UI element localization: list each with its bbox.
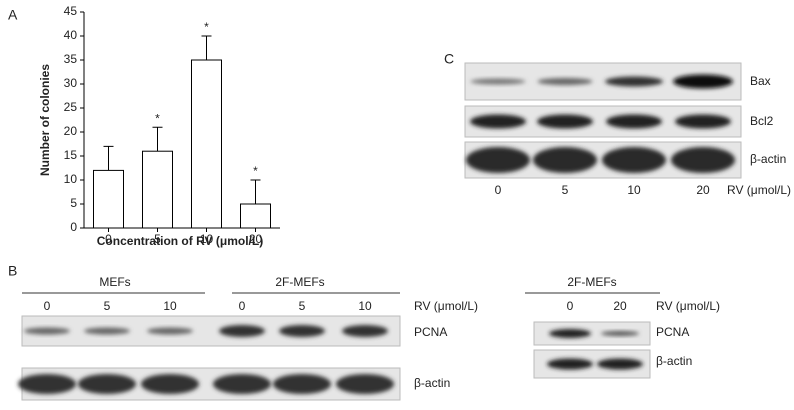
blot-band (279, 325, 325, 337)
treatment-label: RV (μmol/L) (727, 183, 791, 197)
lane-label: 20 (696, 183, 710, 197)
lane-label: 5 (104, 299, 111, 313)
blot-band (549, 329, 591, 338)
x-tick-label: 20 (249, 232, 263, 246)
significance-mark: * (253, 164, 258, 178)
blot-band (533, 147, 597, 173)
blot-band (84, 327, 130, 335)
blot-band (671, 147, 735, 173)
significance-mark: * (204, 20, 209, 34)
error-bar (250, 179, 261, 204)
error-bar (201, 35, 212, 60)
blot-band (213, 374, 271, 394)
y-axis-label: Number of colonies (38, 64, 52, 176)
blot-band (336, 374, 394, 394)
row-label: Bcl2 (750, 114, 774, 128)
bar (191, 59, 222, 229)
blot-band (24, 327, 70, 335)
y-tick-label: 25 (64, 100, 78, 114)
y-tick-label: 35 (64, 52, 78, 66)
lane-label: 10 (358, 299, 372, 313)
blot-band (342, 325, 388, 337)
y-tick-label: 45 (64, 4, 78, 18)
row-label: β-actin (750, 152, 786, 166)
row-label: β-actin (656, 354, 692, 368)
lane-label: 0 (567, 299, 574, 313)
significance-mark: * (155, 111, 160, 125)
y-tick-label: 15 (64, 148, 78, 162)
blot-band (601, 331, 639, 336)
y-tick-label: 40 (64, 28, 78, 42)
panel-label: C (444, 51, 454, 67)
lane-label: 0 (495, 183, 502, 197)
blot-band (675, 114, 731, 129)
lane-label: 20 (613, 299, 627, 313)
x-tick-label: 0 (105, 232, 112, 246)
x-tick-label: 5 (154, 232, 161, 246)
blot-band (219, 325, 265, 337)
error-bar (103, 145, 114, 171)
blot-band (273, 374, 331, 394)
x-tick-label: 10 (200, 232, 214, 246)
y-tick-label: 20 (64, 124, 78, 138)
blot-band (470, 78, 526, 85)
blot-band (141, 374, 199, 394)
lane-label: 5 (299, 299, 306, 313)
x-axis-label: Concentration of RV (μmol/L) (97, 234, 263, 248)
blot-band (470, 114, 526, 129)
blot-band (147, 327, 193, 335)
blot-background (21, 315, 401, 347)
y-tick-label: 10 (64, 172, 78, 186)
error-bar (152, 126, 163, 152)
y-tick-label: 30 (64, 76, 78, 90)
group-label: 2F-MEFs (567, 275, 616, 289)
row-label: β-actin (414, 376, 450, 390)
bar (240, 203, 271, 229)
lane-label: 0 (44, 299, 51, 313)
blot-band (597, 358, 643, 370)
row-label: PCNA (414, 325, 447, 339)
bar (93, 169, 124, 229)
treatment-label: RV (μmol/L) (414, 299, 478, 313)
lane-label: 5 (562, 183, 569, 197)
blot-band (602, 147, 666, 173)
blot-band (673, 74, 733, 89)
bar (142, 150, 173, 229)
lane-label: 0 (239, 299, 246, 313)
panel-label: B (8, 263, 17, 279)
treatment-label: RV (μmol/L) (656, 299, 720, 313)
blot-band (537, 114, 593, 129)
blot-band (78, 374, 136, 394)
blot-band (605, 76, 663, 87)
blot-band (18, 374, 76, 394)
y-tick-label: 5 (70, 196, 77, 210)
panel-label: A (8, 7, 18, 23)
row-label: PCNA (656, 325, 689, 339)
blot-background (533, 321, 651, 346)
blot-band (606, 114, 662, 129)
group-label: 2F-MEFs (275, 275, 324, 289)
lane-label: 10 (163, 299, 177, 313)
lane-label: 10 (627, 183, 641, 197)
group-label: MEFs (99, 275, 130, 289)
blot-band (537, 78, 593, 85)
row-label: Bax (750, 74, 771, 88)
blot-band (466, 147, 530, 173)
blot-band (547, 358, 593, 370)
y-tick-label: 0 (70, 220, 77, 234)
